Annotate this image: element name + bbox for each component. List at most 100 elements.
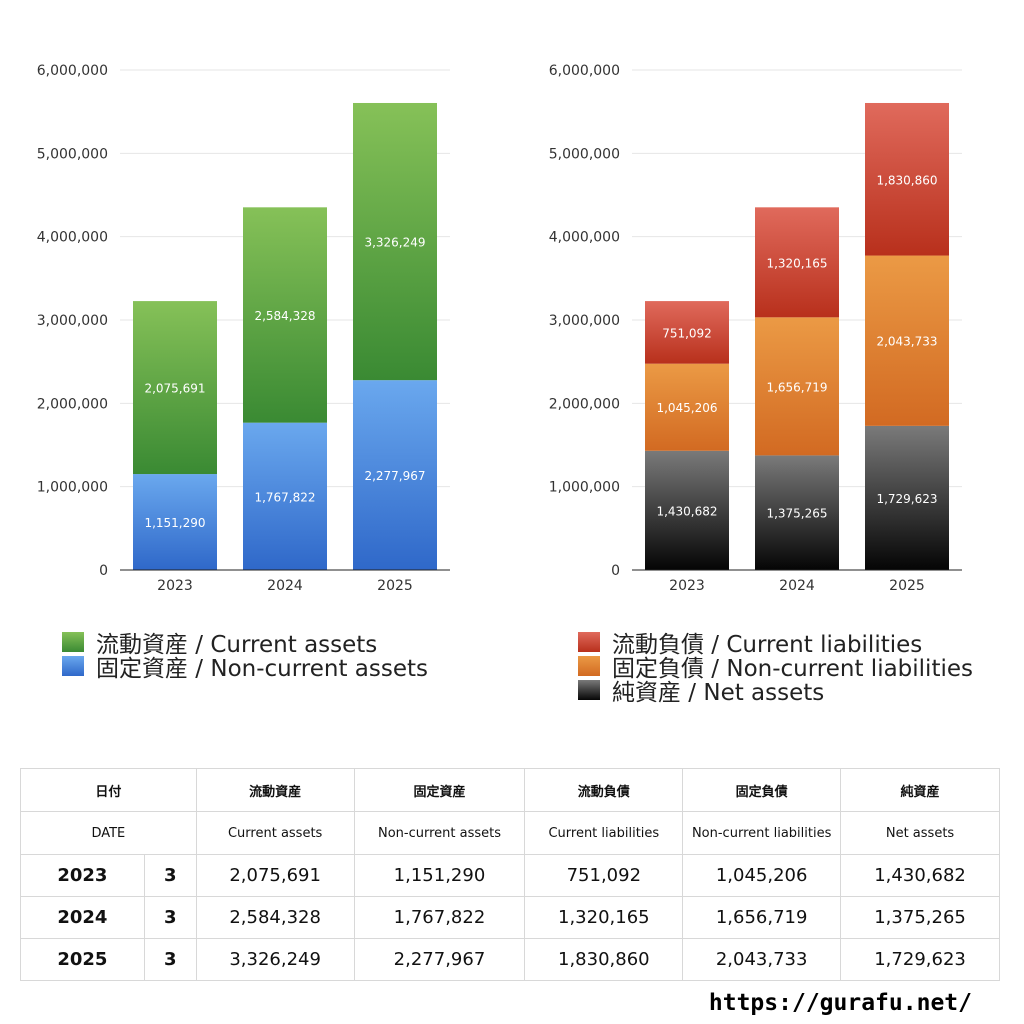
legend-swatch	[578, 680, 600, 700]
bar-segment	[755, 207, 839, 318]
bar-segment	[755, 317, 839, 456]
assets-chart: 0 1,000,000 2,000,000 3,000,000 4,000,000 5,0…	[37, 63, 450, 594]
header-date-en: DATE	[20, 811, 197, 855]
y-tick-label: 3,000,000	[549, 313, 620, 329]
header-date-jp: 日付	[20, 768, 197, 812]
y-tick-label: 4,000,000	[37, 230, 108, 246]
bar-segment	[243, 422, 327, 570]
legend-item-non-current-assets: 固定資産 / Non-current assets	[62, 654, 428, 682]
data-label: 1,151,290	[144, 516, 205, 530]
cell-value: 1,375,265	[840, 896, 1000, 939]
cell-month: 3	[143, 896, 197, 939]
legend-swatch	[62, 656, 84, 676]
legend-label: 純資産 / Net assets	[612, 680, 825, 706]
header-non-current-liabilities-en: Non-current liabilities	[682, 811, 842, 855]
bar-segment	[755, 455, 839, 570]
cell-value: 1,151,290	[353, 854, 526, 897]
cell-year: 2025	[20, 938, 145, 981]
header-non-current-liabilities-jp: 固定負債	[682, 768, 842, 812]
data-label: 2,277,967	[364, 469, 425, 483]
data-label: 1,375,265	[766, 507, 827, 521]
data-label: 1,320,165	[766, 256, 827, 270]
legend-item-current-assets: 流動資産 / Current assets	[62, 630, 428, 658]
header-current-assets-en: Current assets	[195, 811, 355, 855]
data-label: 1,830,860	[876, 173, 937, 187]
bar-segment	[865, 425, 949, 570]
x-tick-label: 2025	[377, 578, 413, 594]
data-label: 1,729,623	[876, 492, 937, 506]
bar-segment	[353, 102, 437, 381]
y-tick-label: 5,000,000	[549, 146, 620, 162]
footer-url: https://gurafu.net/	[708, 990, 972, 1016]
y-tick-label: 0	[99, 563, 108, 579]
cell-value: 3,326,249	[195, 938, 355, 981]
header-net-assets-jp: 純資産	[840, 768, 1000, 812]
x-tick-label: 2023	[669, 578, 705, 594]
bar-segment	[243, 207, 327, 423]
y-tick-label: 5,000,000	[37, 146, 108, 162]
bar-segment	[865, 255, 949, 426]
bar-segment	[865, 102, 949, 256]
cell-value: 1,767,822	[353, 896, 526, 939]
table-header-jp: 日付 流動資産 固定資産 流動負債 固定負債 純資産	[20, 768, 1000, 812]
x-tick-label: 2024	[267, 578, 303, 594]
bar-segment	[645, 450, 729, 570]
table-row: 2024 3 2,584,328 1,767,822 1,320,165 1,6…	[20, 896, 1000, 939]
legend-label: 流動負債 / Current liabilities	[612, 632, 923, 658]
header-current-liabilities-en: Current liabilities	[524, 811, 684, 855]
legend-swatch	[578, 632, 600, 652]
y-tick-label: 1,000,000	[37, 480, 108, 496]
legend-swatch	[62, 632, 84, 652]
y-tick-label: 1,000,000	[549, 480, 620, 496]
header-net-assets-en: Net assets	[840, 811, 1000, 855]
bar-segment	[133, 474, 217, 570]
y-tick-label: 2,000,000	[37, 396, 108, 412]
legend-swatch	[578, 656, 600, 676]
bar-segment	[353, 380, 437, 570]
header-non-current-assets-en: Non-current assets	[353, 811, 526, 855]
x-tick-label: 2025	[889, 578, 925, 594]
cell-value: 2,584,328	[195, 896, 355, 939]
liabilities-legend: 流動負債 / Current liabilities 固定負債 / Non-cu…	[578, 630, 973, 706]
table-header-en: DATE Current assets Non-current assets C…	[20, 811, 1000, 855]
assets-legend: 流動資産 / Current assets 固定資産 / Non-current…	[62, 630, 428, 682]
header-current-liabilities-jp: 流動負債	[524, 768, 684, 812]
legend-label: 固定資産 / Non-current assets	[96, 656, 429, 682]
header-non-current-assets-jp: 固定資産	[353, 768, 526, 812]
data-label: 1,656,719	[766, 380, 827, 394]
y-tick-label: 3,000,000	[37, 313, 108, 329]
x-tick-label: 2023	[157, 578, 193, 594]
legend-item-current-liabilities: 流動負債 / Current liabilities	[578, 630, 973, 658]
cell-value: 1,830,860	[524, 938, 684, 981]
y-tick-label: 6,000,000	[37, 63, 108, 79]
data-label: 2,584,328	[254, 309, 315, 323]
legend-label: 固定負債 / Non-current liabilities	[612, 656, 973, 682]
cell-value: 751,092	[524, 854, 684, 897]
data-label: 2,043,733	[876, 335, 937, 349]
cell-month: 3	[143, 854, 197, 897]
y-tick-label: 4,000,000	[549, 230, 620, 246]
cell-year: 2023	[20, 854, 145, 897]
data-label: 1,767,822	[254, 490, 315, 504]
cell-value: 2,043,733	[682, 938, 842, 981]
data-label: 1,045,206	[656, 401, 717, 415]
data-label: 751,092	[662, 326, 712, 340]
header-current-assets-jp: 流動資産	[195, 768, 355, 812]
y-tick-label: 0	[611, 563, 620, 579]
bar-segment	[133, 301, 217, 475]
cell-value: 1,729,623	[840, 938, 1000, 981]
x-tick-label: 2024	[779, 578, 815, 594]
legend-item-non-current-liabilities: 固定負債 / Non-current liabilities	[578, 654, 973, 682]
cell-value: 2,277,967	[353, 938, 526, 981]
financial-table: 日付 流動資産 固定資産 流動負債 固定負債 純資産 DATE Current …	[20, 768, 1000, 981]
data-label: 3,326,249	[364, 236, 425, 250]
liabilities-chart: 0 1,000,000 2,000,000 3,000,000 4,000,000 5,0…	[549, 63, 962, 594]
cell-value: 1,045,206	[682, 854, 842, 897]
bar-segment	[645, 301, 729, 364]
y-tick-label: 6,000,000	[549, 63, 620, 79]
data-label: 1,430,682	[656, 504, 717, 518]
bar-segment	[645, 363, 729, 451]
cell-month: 3	[143, 938, 197, 981]
y-tick-label: 2,000,000	[549, 396, 620, 412]
cell-year: 2024	[20, 896, 145, 939]
